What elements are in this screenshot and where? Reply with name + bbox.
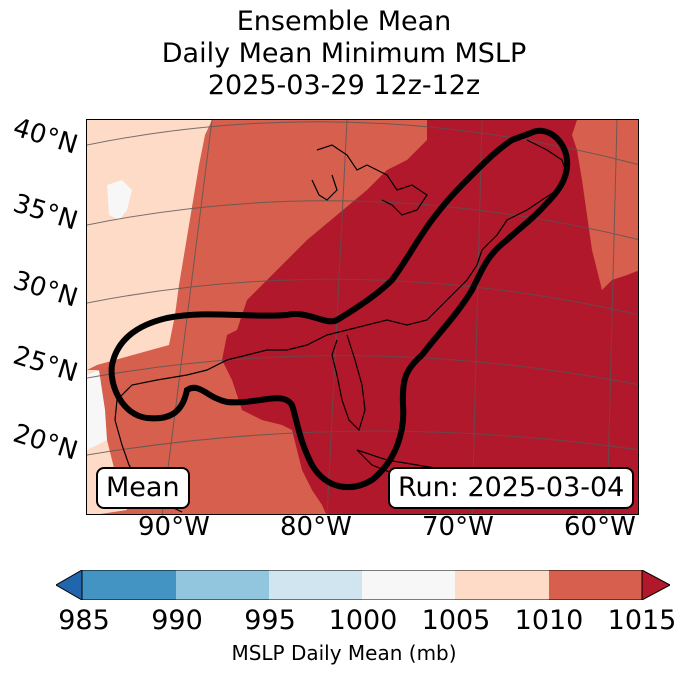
map-svg (87, 120, 638, 514)
colorbar-tick-1005: 1005 (421, 605, 491, 636)
lon-label-90: 90°W (138, 512, 210, 542)
colorbar-tick-985: 985 (58, 605, 110, 636)
lat-label-20: 20°N (9, 418, 82, 467)
colorbar-label: MSLP Daily Mean (mb) (231, 641, 457, 665)
colorbar-segment-1005-1010 (455, 570, 549, 600)
grid-lon-70 (471, 120, 483, 514)
colorbar-segment-1010-1015 (549, 570, 642, 600)
grid-lat-25 (87, 355, 638, 386)
title-line-1: Ensemble Mean (236, 6, 452, 37)
region-1010-1015-east (572, 120, 638, 290)
colorbar-segment-995-1000 (269, 570, 362, 600)
colorbar-tick-1015: 1015 (607, 605, 677, 636)
colorbar-segment-985-990 (82, 570, 176, 600)
lat-label-35: 35°N (9, 188, 82, 237)
colorbar-outline (81, 570, 643, 600)
mean-box: Mean (96, 467, 190, 509)
lon-label-60: 60°W (564, 512, 636, 542)
graticule (87, 120, 638, 514)
figure-title: Ensemble Mean Daily Mean Minimum MSLP 20… (0, 6, 688, 102)
lon-label-70: 70°W (422, 512, 494, 542)
grid-lat-30 (87, 278, 638, 316)
grid-lon-60 (606, 120, 618, 514)
florida-outline (331, 334, 366, 432)
region-lt1005-south (87, 370, 107, 450)
grid-lat-35 (87, 200, 638, 241)
mslp-contour (108, 128, 571, 490)
region-lt1005-north (107, 180, 132, 220)
colorbar-tick-995: 995 (244, 605, 296, 636)
mslp-map (86, 119, 639, 515)
lat-label-30: 30°N (9, 265, 82, 314)
run-box-text: Run: 2025-03-04 (398, 472, 625, 503)
colorbar-tick-1000: 1000 (328, 605, 398, 636)
title-line-2: Daily Mean Minimum MSLP (161, 38, 527, 69)
title-line-3: 2025-03-29 12z-12z (207, 70, 481, 101)
mean-box-text: Mean (106, 472, 180, 503)
lake-michigan (311, 174, 338, 201)
colorbar-tick-1010: 1010 (514, 605, 584, 636)
us-mexico-coastline (114, 139, 568, 513)
run-box: Run: 2025-03-04 (388, 467, 635, 509)
colorbar-extend-high (641, 570, 670, 600)
colorbar-extend-low (56, 570, 83, 600)
lon-label-80: 80°W (280, 512, 352, 542)
colorbar-tick-990: 990 (151, 605, 203, 636)
colorbar-segment-990-995 (176, 570, 269, 600)
lat-label-25: 25°N (9, 340, 82, 389)
colorbar-segment-1000-1005 (362, 570, 455, 600)
grid-lat-20 (87, 430, 638, 456)
great-lakes-outline (316, 144, 428, 216)
lat-label-40: 40°N (9, 112, 82, 161)
colorbar (56, 570, 670, 600)
